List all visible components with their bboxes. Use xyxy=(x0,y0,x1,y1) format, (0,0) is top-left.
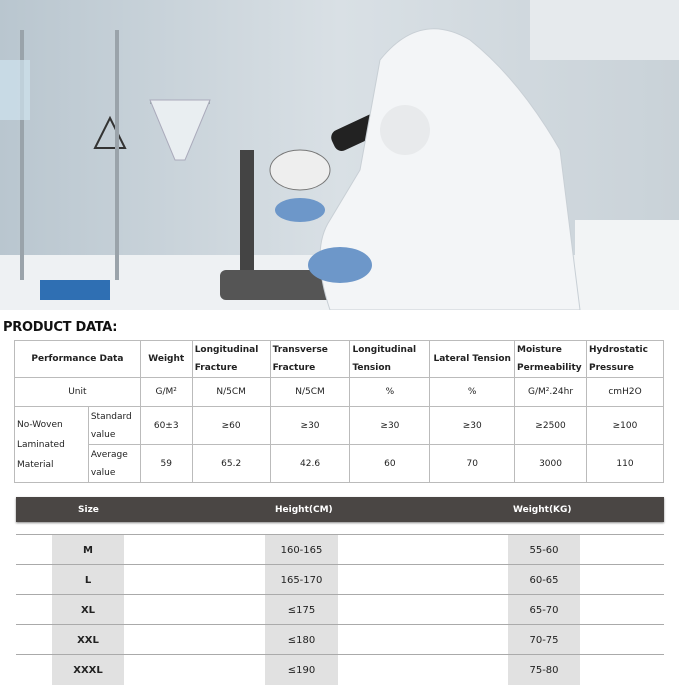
header-cell: Weight xyxy=(139,340,193,378)
unit-cell: % xyxy=(349,377,431,407)
size-cell: XL xyxy=(52,595,124,625)
weight-value: 60-65 xyxy=(529,574,559,586)
height-cell: ≤175 xyxy=(265,595,338,625)
unit-label: Unit xyxy=(14,377,141,407)
height-cell: ≤180 xyxy=(265,625,338,655)
average-label: Average value xyxy=(87,444,141,483)
header-cell: Longitudinal Tension xyxy=(349,340,431,378)
material-label: No-Woven Laminated Material xyxy=(14,406,89,483)
unit-cell: % xyxy=(429,377,516,407)
standard-cell: 60±3 xyxy=(139,406,193,445)
size-value: XXXL xyxy=(73,664,103,676)
weight-cell: 75-80 xyxy=(508,655,580,685)
size-row: M 160-165 55-60 xyxy=(16,534,664,565)
size-cell: XXL xyxy=(52,625,124,655)
header-height: Height(CM) xyxy=(275,504,333,515)
unit-cell: G/M² xyxy=(139,377,193,407)
height-value: ≤180 xyxy=(287,634,316,646)
header-cell: Moisture Permeability xyxy=(514,340,588,378)
unit-cell: N/5CM xyxy=(191,377,271,407)
weight-value: 55-60 xyxy=(529,544,559,556)
height-value: ≤175 xyxy=(287,604,316,616)
weight-value: 70-75 xyxy=(529,634,559,646)
performance-table: Performance Data Weight Longitudinal Fra… xyxy=(14,340,664,483)
weight-value: 65-70 xyxy=(529,604,559,616)
unit-row: Unit G/M² N/5CM N/5CM % % G/M².24hr cmH2… xyxy=(14,377,664,407)
size-row: XXXL ≤190 75-80 xyxy=(16,654,664,685)
height-cell: ≤190 xyxy=(265,655,338,685)
average-cell: 70 xyxy=(429,444,516,483)
average-cell: 60 xyxy=(349,444,431,483)
size-row: L 165-170 60-65 xyxy=(16,564,664,595)
size-chart: Size Height(CM) Weight(KG) M 160-165 55-… xyxy=(16,497,664,685)
height-cell: 165-170 xyxy=(265,565,338,595)
standard-cell: ≥30 xyxy=(429,406,516,445)
height-value: 160-165 xyxy=(280,544,323,556)
average-cell: 110 xyxy=(586,444,664,483)
size-cell: L xyxy=(52,565,124,595)
standard-row: No-Woven Laminated Material Standard val… xyxy=(14,406,664,483)
standard-cell: ≥100 xyxy=(586,406,664,445)
standard-cell: ≥60 xyxy=(191,406,271,445)
lab-scientist-photo xyxy=(0,0,679,310)
size-value: L xyxy=(84,574,92,586)
standard-cell: ≥2500 xyxy=(514,406,588,445)
standard-cell: ≥30 xyxy=(349,406,431,445)
header-weight: Weight(KG) xyxy=(513,504,572,515)
standard-cell: ≥30 xyxy=(269,406,351,445)
header-cell: Hydrostatic Pressure xyxy=(586,340,664,378)
weight-value: 75-80 xyxy=(529,664,559,676)
unit-cell: G/M².24hr xyxy=(514,377,588,407)
size-cell: XXXL xyxy=(52,655,124,685)
header-cell: Transverse Fracture xyxy=(269,340,351,378)
weight-cell: 55-60 xyxy=(508,535,580,565)
header-cell: Performance Data xyxy=(14,340,141,378)
size-value: M xyxy=(83,544,93,556)
size-chart-header: Size Height(CM) Weight(KG) xyxy=(16,497,664,522)
average-cell: 3000 xyxy=(514,444,588,483)
unit-cell: N/5CM xyxy=(269,377,351,407)
size-row: XXL ≤180 70-75 xyxy=(16,624,664,655)
weight-cell: 60-65 xyxy=(508,565,580,595)
size-row: XL ≤175 65-70 xyxy=(16,594,664,625)
header-row: Performance Data Weight Longitudinal Fra… xyxy=(14,340,664,378)
header-cell: Longitudinal Fracture xyxy=(191,340,271,378)
height-value: 165-170 xyxy=(280,574,323,586)
size-cell: M xyxy=(52,535,124,565)
size-value: XXL xyxy=(77,634,99,646)
height-value: ≤190 xyxy=(287,664,316,676)
average-row: Average value 59 65.2 42.6 60 70 3000 11… xyxy=(15,444,664,483)
average-cell: 65.2 xyxy=(191,444,271,483)
product-data-title: PRODUCT DATA: xyxy=(3,320,118,335)
weight-cell: 70-75 xyxy=(508,625,580,655)
weight-cell: 65-70 xyxy=(508,595,580,625)
average-cell: 42.6 xyxy=(269,444,351,483)
size-value: XL xyxy=(80,604,96,616)
height-cell: 160-165 xyxy=(265,535,338,565)
average-cell: 59 xyxy=(139,444,193,483)
unit-cell: cmH2O xyxy=(586,377,664,407)
header-cell: Lateral Tension xyxy=(429,340,516,378)
header-size: Size xyxy=(78,504,99,515)
standard-label: Standard value xyxy=(87,406,141,445)
